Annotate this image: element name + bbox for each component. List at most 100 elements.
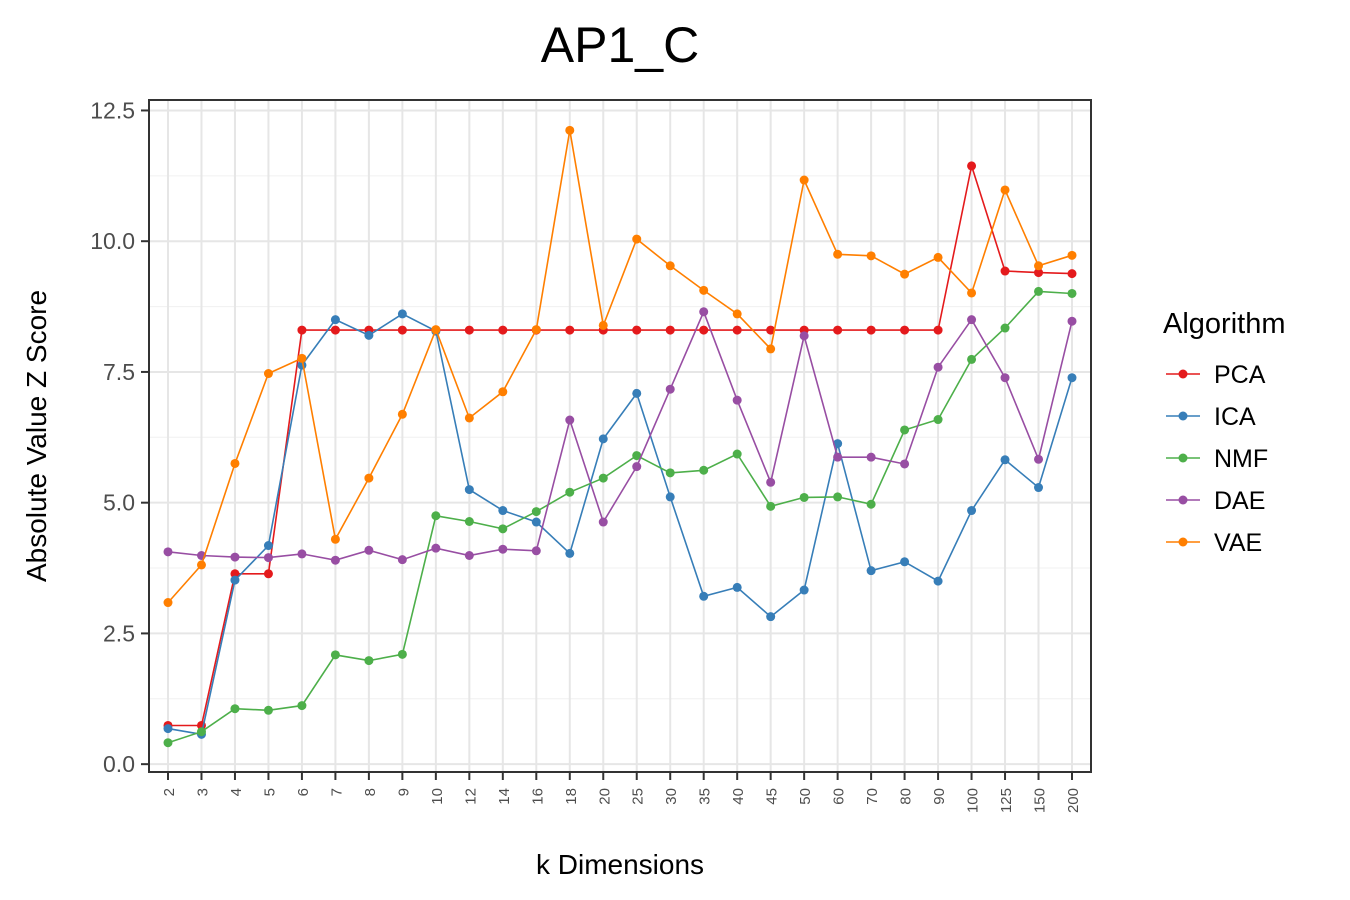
data-point-vae [331,535,340,544]
grid-major [149,100,1091,772]
data-point-ica [331,315,340,324]
data-point-dae [867,453,876,462]
data-point-nmf [766,502,775,511]
data-point-ica [364,331,373,340]
data-point-ica [867,566,876,575]
data-point-nmf [733,450,742,459]
x-tick-label: 200 [1065,788,1082,813]
data-point-pca [398,326,407,335]
data-point-nmf [800,493,809,502]
data-point-vae [1001,185,1010,194]
data-point-dae [431,544,440,553]
data-point-nmf [699,466,708,475]
data-point-ica [967,506,976,515]
data-point-dae [398,555,407,564]
data-point-vae [1068,251,1077,260]
data-point-nmf [666,468,675,477]
data-point-pca [331,326,340,335]
x-tick-label: 3 [194,788,211,796]
data-point-pca [465,326,474,335]
data-point-ica [1001,455,1010,464]
legend-label: NMF [1214,445,1268,473]
data-point-vae [532,325,541,334]
x-tick-label: 100 [965,788,982,813]
data-point-dae [297,549,306,558]
data-point-ica [398,309,407,318]
x-tick-label: 2 [161,788,178,796]
data-point-vae [364,474,373,483]
data-point-vae [565,126,574,135]
data-point-nmf [230,704,239,713]
data-point-nmf [1034,287,1043,296]
data-point-nmf [398,650,407,659]
series-ica [164,309,1077,738]
data-point-pca [1001,267,1010,276]
data-point-ica [498,506,507,515]
data-point-nmf [297,701,306,710]
data-point-nmf [565,488,574,497]
y-tick-label: 2.5 [103,620,135,646]
legend-label: DAE [1214,487,1265,515]
data-point-vae [766,344,775,353]
data-point-pca [733,326,742,335]
y-axis-title: Absolute Value Z Score [21,290,52,582]
data-point-nmf [532,507,541,516]
data-point-nmf [364,656,373,665]
data-point-pca [498,326,507,335]
legend-item-vae: VAE [1166,529,1262,557]
x-tick-label: 9 [395,788,412,796]
data-point-ica [632,389,641,398]
data-point-nmf [264,706,273,715]
data-point-vae [498,387,507,396]
data-point-vae [297,354,306,363]
data-point-vae [833,250,842,259]
data-point-vae [264,369,273,378]
legend-label: PCA [1214,361,1266,389]
x-tick-label: 80 [898,788,915,805]
x-tick-label: 150 [1032,788,1049,813]
data-point-dae [532,546,541,555]
data-point-pca [632,326,641,335]
series-line-pca [168,166,1072,726]
x-axis-title: k Dimensions [536,849,704,880]
data-point-nmf [431,511,440,520]
data-point-dae [632,462,641,471]
data-point-dae [766,478,775,487]
data-point-dae [900,459,909,468]
x-tick-label: 70 [864,788,881,805]
data-point-vae [699,286,708,295]
data-point-ica [230,576,239,585]
x-tick-label: 35 [697,788,714,805]
data-point-vae [800,176,809,185]
data-point-dae [1068,317,1077,326]
data-point-vae [733,309,742,318]
data-point-ica [264,541,273,550]
legend-key-point [1179,412,1188,421]
data-point-nmf [465,517,474,526]
data-point-ica [934,577,943,586]
data-point-dae [1001,373,1010,382]
data-point-dae [833,453,842,462]
y-tick-label: 5.0 [103,490,135,516]
series-line-dae [168,312,1072,560]
data-point-vae [867,251,876,260]
plot-panel-border [149,100,1091,772]
data-point-pca [699,326,708,335]
legend-label: VAE [1214,529,1262,557]
data-point-dae [498,545,507,554]
x-tick-label: 60 [831,788,848,805]
x-tick-label: 18 [563,788,580,805]
legend-key-point [1179,538,1188,547]
x-tick-label: 12 [462,788,479,805]
data-point-dae [465,551,474,560]
data-point-vae [632,235,641,244]
x-tick-label: 40 [730,788,747,805]
data-point-ica [599,434,608,443]
data-point-vae [197,560,206,569]
y-axis: 0.02.55.07.510.012.5 [90,97,149,777]
data-point-dae [1034,455,1043,464]
data-point-ica [733,583,742,592]
data-point-dae [164,547,173,556]
data-point-ica [565,549,574,558]
